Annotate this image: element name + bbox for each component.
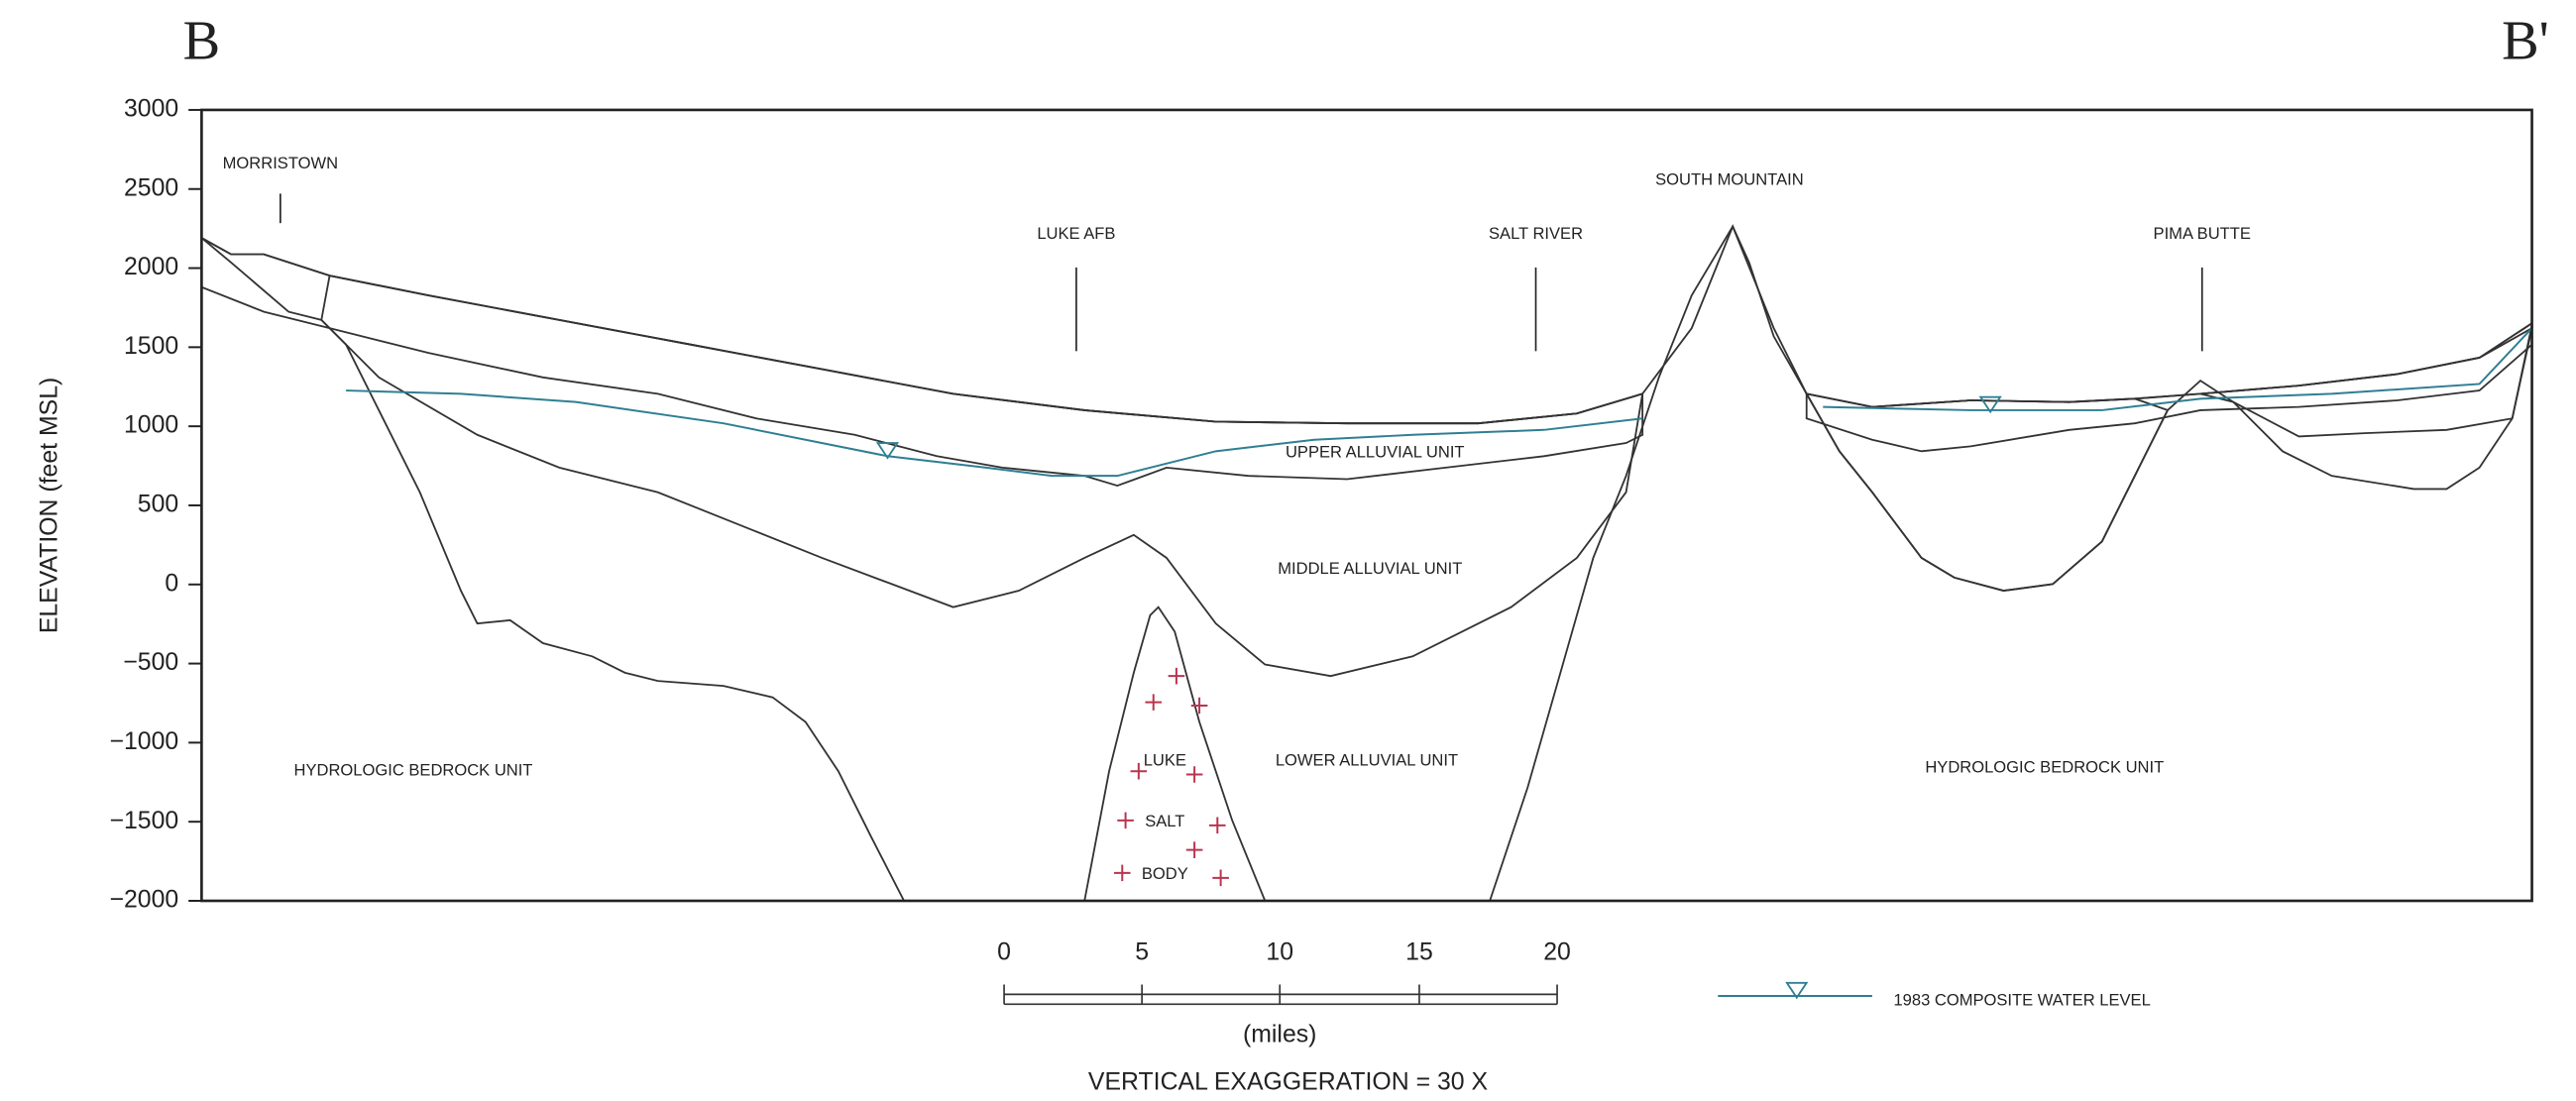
y-tick-label: 2500 xyxy=(124,174,178,201)
section-start: B xyxy=(183,10,221,71)
legend-label: 1983 COMPOSITE WATER LEVEL xyxy=(1893,990,2150,1009)
section-end: B' xyxy=(2502,10,2549,71)
scale-tick-label: 20 xyxy=(1543,939,1571,966)
salt-body-label: LUKE xyxy=(1144,751,1186,770)
y-tick-label: 1500 xyxy=(124,333,178,360)
y-tick-label: 3000 xyxy=(124,95,178,122)
unit-label: MIDDLE ALLUVIAL UNIT xyxy=(1278,559,1462,578)
y-tick-label: −500 xyxy=(123,649,178,676)
scale-line xyxy=(1004,984,1557,1004)
axis-label: ELEVATION (feet MSL) xyxy=(37,378,63,633)
y-tick-label: 0 xyxy=(165,570,178,597)
landmark-label: LUKE AFB xyxy=(1037,224,1115,243)
y-tick-label: 2000 xyxy=(124,254,178,280)
landmark-label: PIMA BUTTE xyxy=(2154,224,2251,243)
salt-body-label: BODY xyxy=(1142,864,1188,883)
unit-label: HYDROLOGIC BEDROCK UNIT xyxy=(1925,757,2164,776)
y-tick-label: −1500 xyxy=(109,808,178,834)
scale-tick-label: 15 xyxy=(1405,939,1433,966)
unit-label: HYDROLOGIC BEDROCK UNIT xyxy=(294,761,533,780)
landmark-label: SOUTH MOUNTAIN xyxy=(1655,170,1804,189)
unit-label: UPPER ALLUVIAL UNIT xyxy=(1286,442,1465,461)
salt-body-label: SALT xyxy=(1145,812,1184,830)
scale-tick-label: 10 xyxy=(1266,939,1293,966)
body: { "section": {"start_label": "B", "end_l… xyxy=(0,0,2576,1101)
y-tick-label: 1000 xyxy=(124,412,178,439)
legend xyxy=(1718,983,1872,998)
unit-label: LOWER ALLUVIAL UNIT xyxy=(1276,751,1458,770)
note: VERTICAL EXAGGERATION = 30 X xyxy=(1088,1068,1489,1095)
y-tick-label: −1000 xyxy=(109,728,178,755)
scale-unit: (miles) xyxy=(1243,1021,1316,1047)
scale-tick-label: 0 xyxy=(997,939,1011,966)
page: html, body { margin: 0; padding: 0; back… xyxy=(0,0,2576,1101)
y-tick-label: −2000 xyxy=(109,887,178,914)
y-tick-label: 500 xyxy=(138,492,178,518)
axis-ticks: 3000 2500 2000 1500 1000 500 0 −500 −1000 −1500 −2… xyxy=(109,95,201,913)
landmark-label: SALT RIVER xyxy=(1489,224,1583,243)
landmark-label: MORRISTOWN xyxy=(223,154,338,172)
scale-bar xyxy=(1004,984,1557,1004)
scale-tick-label: 5 xyxy=(1135,939,1149,966)
cross-section: B B' ELEVATION (feet MSL) 30002500200015… xyxy=(0,0,2576,1101)
